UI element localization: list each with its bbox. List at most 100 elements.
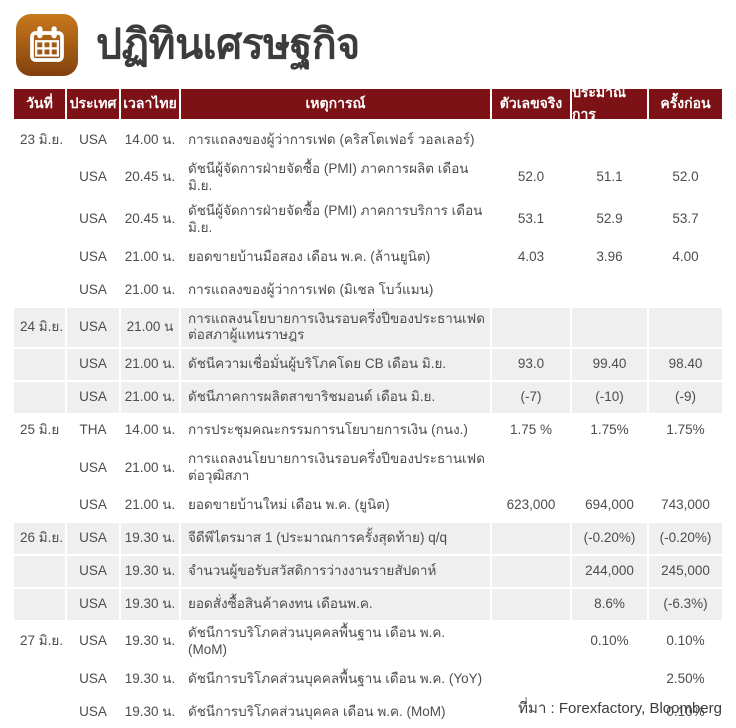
cell-event: ดัชนีความเชื่อมั่นผู้บริโภคโดย CB เดือน …: [181, 349, 490, 381]
cell-actual: [492, 275, 570, 306]
cell-previous: 743,000: [661, 497, 710, 513]
cell-country: USA: [67, 382, 119, 414]
table-row: USA 21.00 น. ดัชนีภาคการผลิตสาขาริชมอนด์…: [14, 382, 722, 414]
cell-date: [14, 697, 65, 728]
cell-country: USA: [79, 459, 107, 475]
cell-actual: [492, 622, 570, 662]
cell-date: [14, 200, 65, 240]
cell-event: การประชุมคณะกรรมการนโยบายการเงิน (กนง.): [188, 422, 468, 438]
cell-forecast: 694,000: [585, 497, 634, 513]
table-row: USA 21.00 น. การแถลงของผู้ว่าการเฟด (มิเ…: [14, 275, 722, 306]
page-title: ปฏิทินเศรษฐกิจ: [96, 21, 360, 67]
cell-forecast: 99.40: [572, 349, 647, 381]
cell-forecast: 244,000: [572, 556, 647, 587]
cell-actual: 1.75 %: [509, 422, 553, 438]
cell-forecast: 52.9: [596, 211, 623, 227]
cell-previous: 52.0: [672, 169, 699, 185]
cell-previous: (-0.20%): [649, 523, 722, 554]
cell-time: 21.00 น: [121, 307, 179, 348]
cell-time: 21.00 น.: [124, 248, 176, 264]
cell-time: 19.30 น.: [121, 556, 179, 587]
cell-event: การแถลงนโยบายการเงินรอบครึ่งปีของประธานเ…: [181, 307, 490, 348]
cell-event: จีดีพีไตรมาส 1 (ประมาณการครั้งสุดท้าย) q…: [181, 523, 490, 554]
cell-forecast: [572, 275, 647, 306]
cell-actual: 93.0: [492, 349, 570, 381]
cell-actual: 623,000: [506, 497, 556, 513]
table-row: 27 มิ.ย. USA 19.30 น. ดัชนีการบริโภคส่วน…: [14, 622, 722, 662]
cell-previous: [649, 448, 722, 488]
cell-event: ยอดขายบ้านใหม่ เดือน พ.ค. (ยูนิต): [188, 497, 390, 513]
cell-actual: [492, 664, 570, 695]
table-row: 23 มิ.ย. USA 14.00 น. การแถลงของผู้ว่ากา…: [14, 125, 722, 156]
cell-country: USA: [79, 132, 107, 148]
cell-event: การแถลงของผู้ว่าการเฟด (คริสโตเฟอร์ วอลเ…: [188, 132, 475, 148]
cell-event: ดัชนีภาคการผลิตสาขาริชมอนด์ เดือน มิ.ย.: [181, 382, 490, 414]
cell-event: ดัชนีการบริโภคส่วนบุคคลพื้นฐาน เดือน พ.ค…: [188, 625, 446, 657]
cell-date: 24 มิ.ย.: [14, 307, 65, 348]
table-row: USA 19.30 น. ดัชนีการบริโภคส่วนบุคคลพื้น…: [14, 664, 722, 695]
cell-previous: 1.75%: [666, 422, 705, 438]
cell-time: 20.45 น.: [124, 169, 176, 185]
cell-previous: [649, 307, 722, 348]
economic-calendar-table: วันที่ ประเทศ เวลาไทย เหตุการณ์ ตัวเลขจริง ปร…: [14, 84, 722, 728]
cell-time: 14.00 น.: [124, 422, 176, 438]
cell-actual: (-7): [492, 382, 570, 414]
table-row: USA 20.45 น. ดัชนีผู้จัดการฝ่ายจัดซื้อ (…: [14, 200, 722, 240]
table-row: USA 21.00 น. ยอดขายบ้านมือสอง เดือน พ.ค.…: [14, 242, 722, 273]
cell-previous: 2.50%: [666, 670, 705, 686]
calendar-icon-glyph: [30, 25, 64, 62]
cell-time: 19.30 น.: [124, 703, 176, 719]
cell-previous: 0.10%: [666, 703, 705, 719]
cell-country: USA: [79, 281, 107, 297]
cell-time: 21.00 น.: [124, 281, 176, 297]
table-row: USA 20.45 น. ดัชนีผู้จัดการฝ่ายจัดซื้อ (…: [14, 158, 722, 198]
cell-actual: 52.0: [517, 169, 545, 185]
cell-time: 19.30 น.: [121, 589, 179, 620]
cell-time: 21.00 น.: [121, 349, 179, 381]
cell-country: USA: [67, 523, 119, 554]
cell-forecast: 51.1: [596, 169, 623, 185]
cell-event: การแถลงของผู้ว่าการเฟด (มิเชล โบว์แมน): [188, 281, 434, 297]
cell-forecast: [572, 125, 647, 156]
cell-forecast: [572, 307, 647, 348]
cell-forecast: (-0.20%): [572, 523, 647, 554]
cell-date: 27 มิ.ย.: [20, 633, 64, 649]
cell-date: [14, 275, 65, 306]
cell-previous: [649, 125, 722, 156]
cell-date: [14, 589, 65, 620]
table-row: USA 21.00 น. ดัชนีความเชื่อมั่นผู้บริโภค…: [14, 349, 722, 381]
brand-header: ปฏิทินเศรษฐกิจ: [0, 0, 736, 83]
cell-country: THA: [79, 422, 107, 438]
column-header: เวลาไทย: [121, 89, 179, 119]
cell-date: [14, 448, 65, 488]
cell-time: 19.30 น.: [121, 523, 179, 554]
cell-event: ดัชนีผู้จัดการฝ่ายจัดซื้อ (PMI) ภาคการผล…: [188, 161, 469, 193]
column-header: ตัวเลขจริง: [492, 89, 570, 119]
cell-event: การแถลงนโยบายการเงินรอบครึ่งปีของประธานเ…: [188, 451, 485, 484]
cell-previous: (-9): [649, 382, 722, 414]
table-body: 23 มิ.ย. USA 14.00 น. การแถลงของผู้ว่ากา…: [14, 119, 722, 728]
cell-date: [14, 382, 65, 414]
cell-country: USA: [79, 703, 107, 719]
cell-actual: [492, 125, 570, 156]
cell-country: USA: [79, 670, 107, 686]
cell-country: USA: [67, 556, 119, 587]
cell-previous: 0.10%: [666, 633, 705, 649]
cell-time: 21.00 น.: [124, 459, 176, 475]
cell-time: 19.30 น.: [124, 670, 176, 686]
table-header-row: วันที่ ประเทศ เวลาไทย เหตุการณ์ ตัวเลขจริง ปร…: [14, 84, 722, 122]
cell-date: [14, 490, 65, 521]
cell-date: [14, 158, 65, 198]
cell-date: 23 มิ.ย.: [20, 132, 64, 148]
table-row: 25 มิ.ย THA 14.00 น. การประชุมคณะกรรมการ…: [14, 415, 722, 446]
cell-forecast: [572, 664, 647, 695]
column-header: ครั้งก่อน: [649, 89, 722, 119]
cell-forecast: (-10): [572, 382, 647, 414]
cell-date: 25 มิ.ย: [20, 422, 60, 438]
cell-forecast: 3.96: [596, 248, 623, 264]
cell-time: 19.30 น.: [124, 633, 176, 649]
cell-actual: 53.1: [517, 211, 545, 227]
cell-country: USA: [79, 211, 107, 227]
table-row: 24 มิ.ย. USA 21.00 น การแถลงนโยบายการเงิ…: [14, 307, 722, 348]
